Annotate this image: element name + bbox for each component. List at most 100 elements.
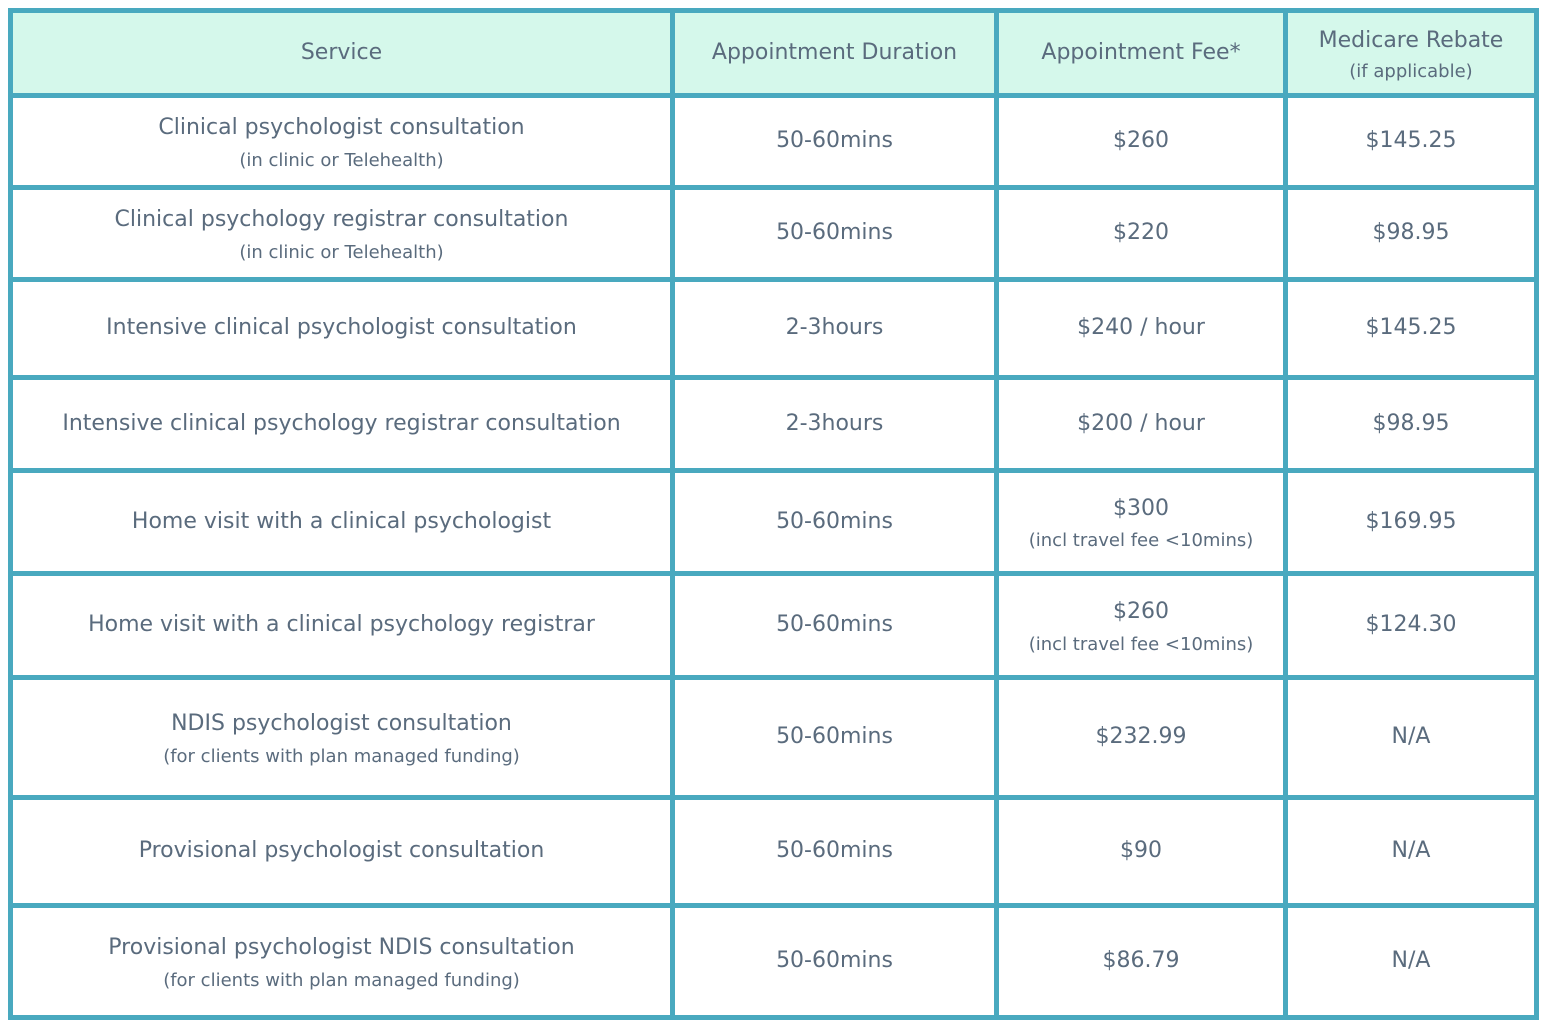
header-cell-service: Service: [8, 8, 675, 98]
fee-cell: $220: [994, 184, 1288, 282]
service-name: Intensive clinical psychologist consulta…: [106, 315, 577, 341]
rebate-value: N/A: [1391, 948, 1431, 974]
service-name: Intensive clinical psychology registrar …: [62, 410, 621, 436]
duration-cell: 50-60mins: [670, 902, 999, 1020]
fee-value: $300: [1113, 495, 1169, 521]
table-row: Intensive clinical psychologist consulta…: [8, 276, 1539, 380]
header-row: Service Appointment Duration Appointment…: [8, 8, 1539, 98]
header-label-rebate: Medicare Rebate: [1318, 28, 1504, 53]
fee-cell: $86.79: [994, 902, 1288, 1020]
service-name: Clinical psychologist consultation: [158, 115, 525, 141]
rebate-value: N/A: [1391, 724, 1431, 750]
rebate-cell: $98.95: [1283, 374, 1539, 473]
fee-note: (incl travel fee <10mins): [1028, 633, 1254, 655]
rebate-value: $98.95: [1372, 220, 1450, 246]
duration-cell: 50-60mins: [670, 92, 999, 190]
service-name: Home visit with a clinical psychologist: [131, 508, 552, 534]
service-name: Provisional psychologist NDIS consultati…: [108, 935, 575, 961]
table-row: Intensive clinical psychology registrar …: [8, 374, 1539, 473]
header-cell-rebate: Medicare Rebate (if applicable): [1283, 8, 1539, 98]
table-row: Home visit with a clinical psychologist …: [8, 467, 1539, 576]
duration-value: 50-60mins: [776, 220, 893, 246]
fee-value: $90: [1120, 838, 1162, 864]
rebate-value: $169.95: [1365, 508, 1457, 534]
service-cell: Home visit with a clinical psychology re…: [8, 570, 675, 680]
table-row: Provisional psychologist consultation 50…: [8, 794, 1539, 908]
duration-cell: 50-60mins: [670, 467, 999, 576]
rebate-cell: $98.95: [1283, 184, 1539, 282]
table-header: Service Appointment Duration Appointment…: [8, 8, 1539, 98]
service-cell: Home visit with a clinical psychologist: [8, 467, 675, 576]
rebate-cell: $145.25: [1283, 92, 1539, 190]
rebate-value: $145.25: [1365, 315, 1457, 341]
fee-cell: $260 (incl travel fee <10mins): [994, 570, 1288, 680]
table-row: Clinical psychologist consultation (in c…: [8, 92, 1539, 190]
duration-cell: 50-60mins: [670, 674, 999, 800]
header-label-duration: Appointment Duration: [711, 40, 958, 66]
duration-value: 50-60mins: [776, 612, 893, 638]
duration-value: 50-60mins: [776, 838, 893, 864]
duration-cell: 2-3hours: [670, 276, 999, 380]
fee-value: $240 / hour: [1077, 315, 1205, 341]
rebate-cell: N/A: [1283, 902, 1539, 1020]
header-label-service: Service: [300, 40, 383, 66]
fee-value: $260: [1113, 599, 1169, 625]
rebate-value: N/A: [1391, 838, 1431, 864]
duration-cell: 50-60mins: [670, 794, 999, 908]
fee-cell: $200 / hour: [994, 374, 1288, 473]
fees-table: Service Appointment Duration Appointment…: [8, 8, 1539, 1020]
duration-value: 2-3hours: [785, 410, 884, 436]
rebate-cell: $145.25: [1283, 276, 1539, 380]
duration-value: 50-60mins: [776, 948, 893, 974]
fee-cell: $90: [994, 794, 1288, 908]
duration-value: 50-60mins: [776, 128, 893, 154]
service-cell: Provisional psychologist NDIS consultati…: [8, 902, 675, 1020]
service-cell: NDIS psychologist consultation (for clie…: [8, 674, 675, 800]
service-cell: Clinical psychologist consultation (in c…: [8, 92, 675, 190]
fee-value: $232.99: [1095, 724, 1187, 750]
header-sublabel-rebate: (if applicable): [1349, 60, 1473, 82]
fee-cell: $240 / hour: [994, 276, 1288, 380]
duration-value: 50-60mins: [776, 724, 893, 750]
service-note: (for clients with plan managed funding): [163, 745, 520, 767]
rebate-cell: $124.30: [1283, 570, 1539, 680]
service-cell: Intensive clinical psychology registrar …: [8, 374, 675, 473]
rebate-cell: N/A: [1283, 674, 1539, 800]
fee-note: (incl travel fee <10mins): [1028, 530, 1254, 552]
header-cell-fee: Appointment Fee*: [994, 8, 1288, 98]
fee-value: $220: [1113, 220, 1169, 246]
fee-value: $260: [1113, 128, 1169, 154]
service-cell: Provisional psychologist consultation: [8, 794, 675, 908]
table-row: Home visit with a clinical psychology re…: [8, 570, 1539, 680]
duration-cell: 50-60mins: [670, 184, 999, 282]
duration-value: 2-3hours: [785, 315, 884, 341]
duration-value: 50-60mins: [776, 508, 893, 534]
table-row: Provisional psychologist NDIS consultati…: [8, 902, 1539, 1020]
rebate-cell: $169.95: [1283, 467, 1539, 576]
service-note: (for clients with plan managed funding): [163, 969, 520, 991]
service-name: Provisional psychologist consultation: [138, 838, 545, 864]
duration-cell: 2-3hours: [670, 374, 999, 473]
fee-cell: $300 (incl travel fee <10mins): [994, 467, 1288, 576]
service-name: Clinical psychology registrar consultati…: [114, 207, 569, 233]
rebate-value: $98.95: [1372, 410, 1450, 436]
table-row: NDIS psychologist consultation (for clie…: [8, 674, 1539, 800]
header-label-fee: Appointment Fee*: [1041, 40, 1241, 66]
service-name: Home visit with a clinical psychology re…: [88, 612, 595, 638]
service-name: NDIS psychologist consultation: [171, 711, 512, 737]
service-note: (in clinic or Telehealth): [239, 149, 444, 171]
header-cell-duration: Appointment Duration: [670, 8, 999, 98]
fee-cell: $260: [994, 92, 1288, 190]
rebate-value: $124.30: [1365, 612, 1457, 638]
fee-cell: $232.99: [994, 674, 1288, 800]
rebate-value: $145.25: [1365, 128, 1457, 154]
duration-cell: 50-60mins: [670, 570, 999, 680]
fee-value: $86.79: [1102, 948, 1180, 974]
service-note: (in clinic or Telehealth): [239, 241, 444, 263]
rebate-cell: N/A: [1283, 794, 1539, 908]
fee-value: $200 / hour: [1077, 410, 1205, 436]
table-body: Clinical psychologist consultation (in c…: [8, 92, 1539, 1020]
table-row: Clinical psychology registrar consultati…: [8, 184, 1539, 282]
service-cell: Clinical psychology registrar consultati…: [8, 184, 675, 282]
